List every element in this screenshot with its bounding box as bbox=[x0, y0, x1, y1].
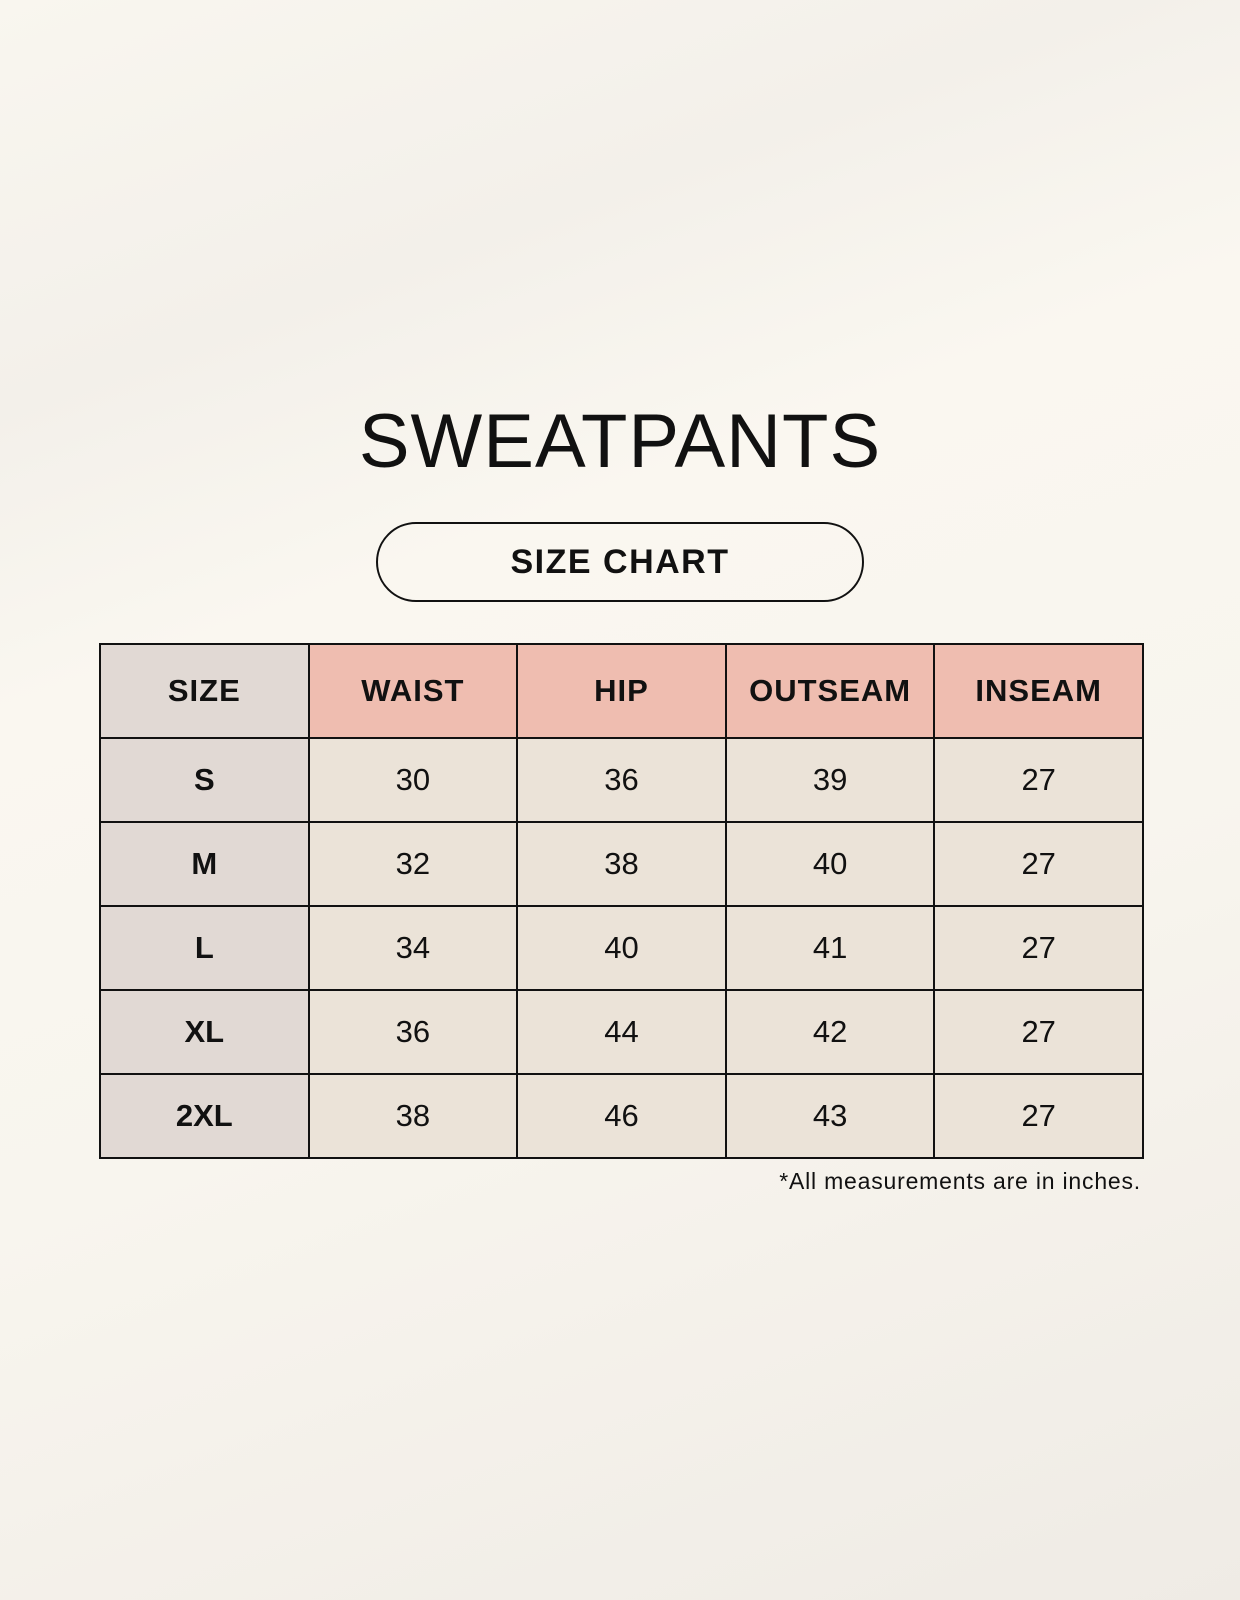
measurement-cell: 43 bbox=[724, 1073, 936, 1159]
measurement-cell: 27 bbox=[933, 821, 1144, 907]
header-waist: WAIST bbox=[307, 643, 519, 739]
measurement-cell: 27 bbox=[933, 989, 1144, 1075]
size-chart-table: SIZE WAIST HIP OUTSEAM INSEAM S 30 36 39 27 M… bbox=[99, 643, 1144, 1159]
table-header-row: SIZE WAIST HIP OUTSEAM INSEAM bbox=[99, 643, 1144, 739]
measurement-cell: 39 bbox=[724, 737, 936, 823]
header-inseam: INSEAM bbox=[933, 643, 1144, 739]
measurement-cell: 38 bbox=[307, 1073, 519, 1159]
size-cell: S bbox=[99, 737, 310, 823]
size-cell: L bbox=[99, 905, 310, 991]
table-row: 2XL 38 46 43 27 bbox=[99, 1073, 1144, 1159]
measurement-cell: 40 bbox=[724, 821, 936, 907]
footnote: *All measurements are in inches. bbox=[779, 1168, 1141, 1194]
measurement-cell: 30 bbox=[307, 737, 519, 823]
header-hip: HIP bbox=[516, 643, 727, 739]
size-chart-label: SIZE CHART bbox=[510, 542, 730, 581]
measurement-cell: 27 bbox=[933, 737, 1144, 823]
measurement-cell: 41 bbox=[724, 905, 936, 991]
measurement-cell: 38 bbox=[516, 821, 727, 907]
measurement-cell: 46 bbox=[516, 1073, 727, 1159]
header-outseam: OUTSEAM bbox=[724, 643, 936, 739]
measurement-cell: 32 bbox=[307, 821, 519, 907]
table-row: L 34 40 41 27 bbox=[99, 905, 1144, 991]
size-cell: M bbox=[99, 821, 310, 907]
measurement-cell: 42 bbox=[724, 989, 936, 1075]
measurement-cell: 36 bbox=[307, 989, 519, 1075]
measurement-cell: 36 bbox=[516, 737, 727, 823]
table-row: S 30 36 39 27 bbox=[99, 737, 1144, 823]
table-row: M 32 38 40 27 bbox=[99, 821, 1144, 907]
size-chart-badge: SIZE CHART bbox=[376, 522, 864, 602]
measurement-cell: 40 bbox=[516, 905, 727, 991]
measurement-cell: 27 bbox=[933, 905, 1144, 991]
size-cell: 2XL bbox=[99, 1073, 310, 1159]
measurement-cell: 44 bbox=[516, 989, 727, 1075]
measurement-cell: 27 bbox=[933, 1073, 1144, 1159]
page-title: SWEATPANTS bbox=[358, 399, 882, 484]
header-size: SIZE bbox=[99, 643, 310, 739]
size-cell: XL bbox=[99, 989, 310, 1075]
table-row: XL 36 44 42 27 bbox=[99, 989, 1144, 1075]
measurement-cell: 34 bbox=[307, 905, 519, 991]
